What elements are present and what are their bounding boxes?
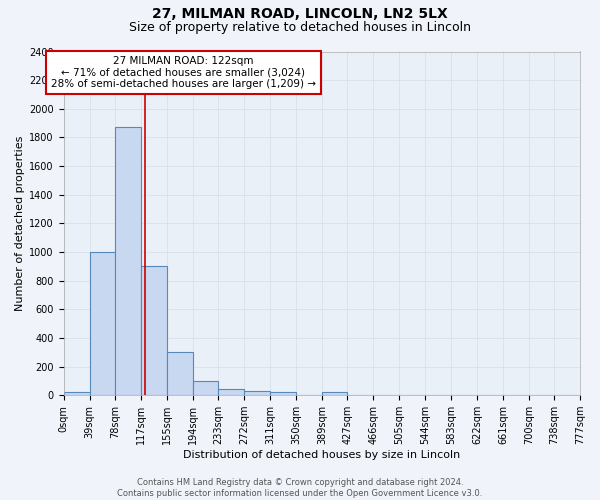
Bar (244, 391, 271, 395)
Bar (193, 381, 218, 395)
Bar (271, 392, 296, 395)
Bar (322, 392, 347, 395)
Bar (89, 252, 115, 395)
Y-axis label: Number of detached properties: Number of detached properties (15, 136, 25, 311)
Bar (167, 352, 193, 395)
Bar (115, 128, 142, 395)
Text: 27 MILMAN ROAD: 122sqm
← 71% of detached houses are smaller (3,024)
28% of semi-: 27 MILMAN ROAD: 122sqm ← 71% of detached… (51, 56, 316, 89)
X-axis label: Distribution of detached houses by size in Lincoln: Distribution of detached houses by size … (183, 450, 460, 460)
Text: 27, MILMAN ROAD, LINCOLN, LN2 5LX: 27, MILMAN ROAD, LINCOLN, LN2 5LX (152, 8, 448, 22)
Bar (64, 392, 89, 395)
Bar (218, 389, 244, 395)
Text: Size of property relative to detached houses in Lincoln: Size of property relative to detached ho… (129, 21, 471, 34)
Text: Contains HM Land Registry data © Crown copyright and database right 2024.
Contai: Contains HM Land Registry data © Crown c… (118, 478, 482, 498)
Bar (142, 266, 167, 395)
